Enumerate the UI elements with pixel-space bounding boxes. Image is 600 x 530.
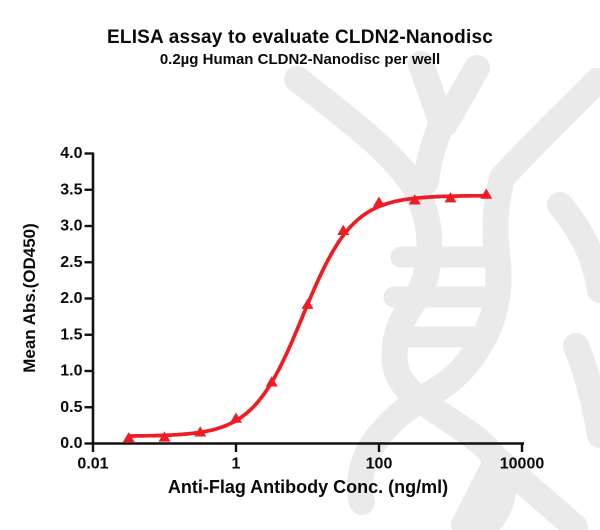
data-point-marker: [194, 426, 207, 437]
y-tick-label: 1.0: [60, 363, 82, 380]
x-tick-label: 10000: [500, 456, 545, 473]
data-point-marker: [158, 431, 171, 442]
chart-title: ELISA assay to evaluate CLDN2-Nanodisc: [107, 27, 493, 48]
y-tick-label: 0.0: [60, 435, 82, 452]
data-point-marker: [337, 224, 350, 235]
x-tick-label: 0.01: [77, 456, 108, 473]
data-point-marker: [444, 192, 457, 203]
data-point-marker: [301, 298, 314, 309]
y-tick-label: 1.5: [60, 326, 82, 343]
helix-bottom-arm-right: [486, 448, 588, 530]
y-tick-label: 4.0: [60, 145, 82, 162]
x-tick-label: 100: [366, 456, 393, 473]
data-point-marker: [373, 196, 385, 207]
y-tick-label: 3.5: [60, 181, 82, 198]
helix-arm-outer-left: [284, 66, 427, 199]
helix-edge-fragment-top: [547, 192, 600, 303]
x-tick-label: 1: [232, 456, 241, 473]
x-axis-label: Anti-Flag Antibody Conc. (ng/ml): [167, 477, 449, 497]
y-tick-label: 3.0: [60, 218, 82, 235]
y-tick-label: 2.0: [60, 290, 82, 307]
data-point-marker: [408, 194, 421, 205]
data-point-marker: [230, 412, 242, 423]
y-tick-label: 0.5: [60, 399, 82, 416]
y-tick-label: 2.5: [60, 254, 82, 271]
fit-curve: [126, 193, 489, 438]
helix-strand-right: [408, 165, 515, 412]
helix-bottom-arm-left: [451, 449, 509, 530]
data-point-marker: [265, 376, 278, 387]
helix-strand-lower-left: [347, 386, 434, 515]
data-point-marker: [122, 432, 135, 443]
data-point-marker: [480, 188, 493, 199]
helix-edge-fragment-bottom: [563, 333, 600, 448]
helix-fork-stem: [413, 109, 455, 195]
chart-subtitle: 0.2µg Human CLDN2-Nanodisc per well: [159, 51, 441, 68]
